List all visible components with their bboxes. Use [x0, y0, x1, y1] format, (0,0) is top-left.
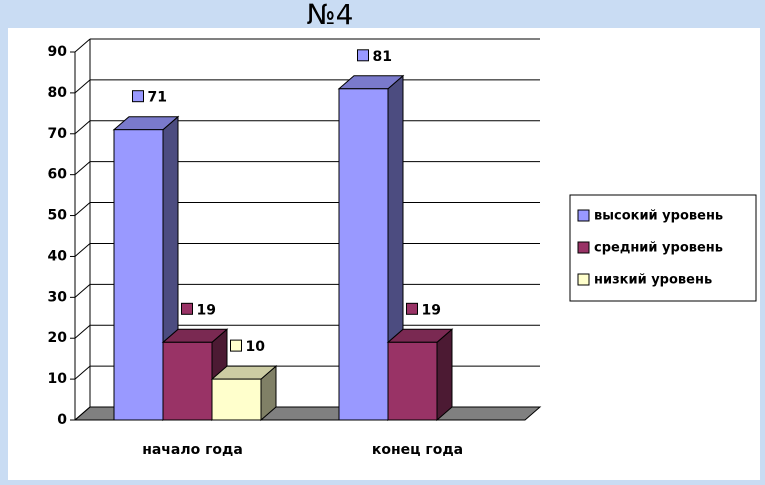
y-tick-label: 10	[48, 371, 68, 387]
bar	[338, 88, 389, 421]
data-label: 10	[246, 339, 266, 355]
y-tick-label: 30	[48, 289, 68, 305]
bar	[387, 341, 438, 421]
data-label-key	[132, 90, 144, 103]
data-label: 19	[422, 302, 441, 318]
bar	[162, 341, 213, 421]
grid-line-side	[74, 324, 91, 339]
grid-line-side	[74, 406, 91, 421]
data-label: 19	[197, 302, 216, 318]
y-tick-label: 60	[48, 167, 68, 183]
grid-line-side	[74, 365, 91, 380]
y-tick-label: 40	[48, 248, 68, 264]
data-label-key	[406, 302, 418, 315]
legend-label: высокий уровень	[594, 209, 723, 224]
x-tick-label: конец года	[372, 442, 463, 458]
y-tick-label: 70	[48, 126, 68, 142]
grid-line-side	[74, 283, 91, 298]
data-label: 81	[373, 49, 392, 65]
data-label: 71	[148, 90, 167, 106]
grid-line-side	[74, 79, 91, 94]
grid-line-side	[74, 202, 91, 216]
legend-box	[569, 194, 757, 302]
bar-side	[436, 328, 453, 422]
grid-line-side	[74, 120, 91, 135]
y-tick-label: 50	[48, 208, 68, 224]
y-tick-label: 0	[57, 412, 67, 428]
y-tick-label: 20	[48, 330, 68, 346]
legend-label: низкий уровень	[594, 273, 712, 288]
grid-line-side	[74, 243, 91, 257]
x-tick-label: начало года	[142, 442, 243, 458]
bar	[113, 129, 164, 421]
legend-key	[577, 273, 590, 286]
legend-key	[577, 209, 590, 222]
legend-key	[577, 241, 590, 254]
data-label-key	[230, 339, 242, 352]
grid-line-side	[74, 161, 91, 176]
y-tick-label: 80	[48, 85, 68, 101]
legend-label: средний уровень	[594, 241, 723, 256]
data-label-key	[181, 302, 193, 315]
data-label-key	[357, 49, 369, 62]
grid-line-side	[74, 38, 91, 53]
bar	[211, 378, 262, 421]
y-tick-label: 90	[48, 44, 68, 60]
chart-title: №4	[307, 0, 354, 31]
